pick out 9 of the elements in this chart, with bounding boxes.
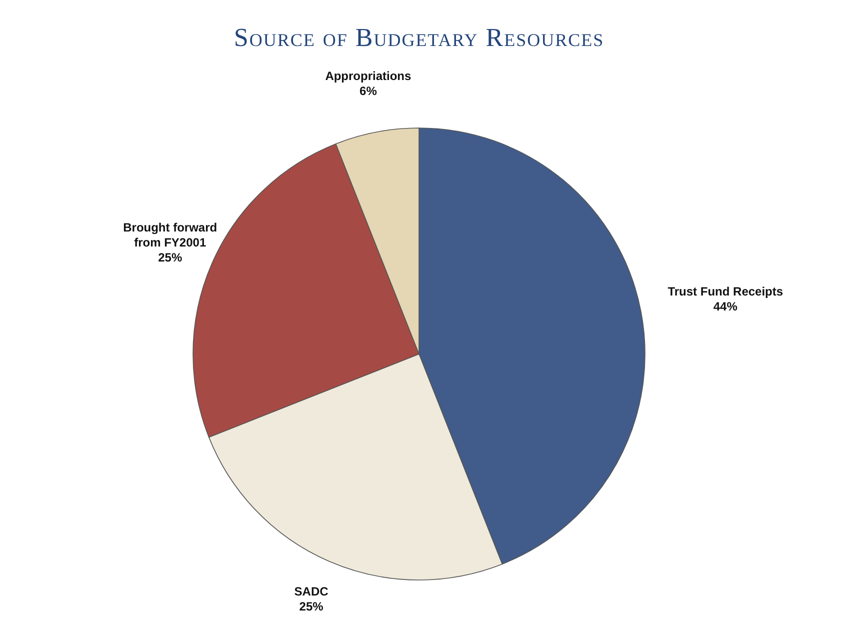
data-label: 25% [158,250,182,264]
data-label: 6% [360,84,378,98]
data-label: 25% [299,599,324,614]
slice-label: Appropriations [325,69,412,84]
slice-label: Brought forward from FY2001 [123,220,218,250]
slice-label: Trust Fund Receipts [668,284,784,299]
slice-label: SADC [294,584,329,598]
data-label: 44% [713,300,738,314]
chart-title: Source of Budgetary Resources [234,23,604,52]
